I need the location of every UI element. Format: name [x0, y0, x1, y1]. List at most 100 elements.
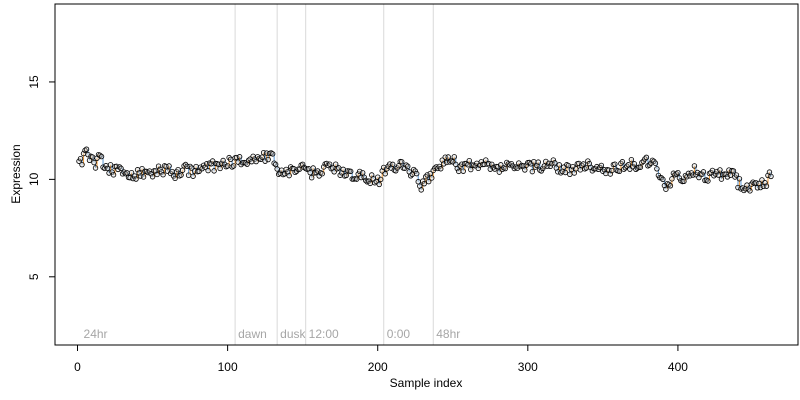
event-label: dawn [238, 327, 267, 341]
data-point [663, 186, 669, 192]
data-point [92, 165, 99, 171]
data-point [628, 156, 635, 163]
data-point [667, 183, 674, 189]
x-axis-title: Sample index [390, 376, 463, 390]
data-point [637, 164, 644, 170]
data-point [169, 168, 175, 175]
data-point [289, 165, 295, 172]
event-label: 48hr [436, 327, 460, 341]
data-point [348, 168, 354, 175]
data-point [308, 175, 315, 181]
data-point [106, 170, 112, 176]
data-point [609, 167, 615, 174]
data-point [367, 180, 373, 187]
data-point [310, 165, 316, 171]
data-point [205, 167, 211, 174]
data-point [295, 166, 301, 172]
data-point [598, 162, 605, 169]
x-tick-label: 100 [218, 360, 238, 374]
data-point [124, 170, 130, 176]
data-point [418, 187, 424, 193]
data-point [577, 167, 584, 173]
data-point [421, 180, 427, 187]
data-point [172, 175, 178, 182]
data-point [429, 175, 435, 181]
data-point [376, 181, 382, 188]
data-point [718, 176, 725, 182]
event-label: 24hr [84, 327, 108, 341]
data-point [118, 165, 124, 172]
data-point [98, 153, 105, 160]
data-point [354, 176, 360, 182]
data-point [137, 173, 144, 179]
data-point [319, 170, 325, 177]
data-point [522, 167, 528, 173]
data-point [274, 166, 280, 172]
data-point [562, 169, 569, 176]
data-point [675, 169, 681, 176]
data-point [654, 166, 660, 172]
y-axis-title: Expression [9, 144, 23, 203]
data-point [405, 163, 411, 170]
data-point [451, 154, 457, 160]
data-point [727, 172, 734, 178]
data-point [190, 173, 196, 179]
axes: 0 100 200 300 400 5 10 15 [27, 75, 688, 374]
data-point [262, 158, 268, 164]
event-label: dusk [280, 327, 306, 341]
data-point [179, 167, 186, 173]
data-point [230, 163, 237, 169]
data-point [573, 166, 579, 172]
data-point [426, 178, 432, 185]
data-point [91, 159, 97, 166]
data-point [438, 166, 444, 172]
data-point [131, 173, 138, 179]
data-point [583, 165, 590, 171]
data-point [550, 157, 557, 163]
data-point [757, 184, 764, 191]
data-point [224, 163, 231, 169]
data-point [733, 172, 740, 178]
data-point [110, 172, 117, 178]
data-point [335, 165, 342, 171]
data-point [109, 169, 115, 175]
data-point [332, 161, 339, 167]
data-point [514, 165, 521, 171]
data-point [652, 160, 659, 166]
data-point [185, 172, 192, 178]
data-point [211, 168, 217, 174]
y-tick-label: 5 [27, 273, 41, 280]
data-point [166, 163, 172, 169]
data-point [393, 168, 399, 174]
data-point [768, 173, 774, 180]
data-point [77, 155, 84, 162]
data-point [128, 169, 135, 176]
data-point [360, 170, 366, 176]
y-tick-label: 15 [27, 75, 41, 89]
data-point [730, 168, 737, 174]
data-point [149, 174, 156, 180]
data-point [175, 167, 181, 173]
data-point [127, 174, 133, 181]
data-point [236, 154, 243, 160]
data-point [636, 164, 642, 170]
data-point [736, 176, 743, 182]
data-point [343, 172, 349, 179]
data-point [616, 168, 623, 175]
data-point [468, 166, 474, 173]
data-point [107, 162, 114, 168]
data-point [763, 183, 770, 189]
data-point [460, 168, 466, 174]
data-point [227, 156, 234, 163]
data-point [715, 172, 722, 178]
data-point [643, 154, 650, 161]
data-point [286, 172, 292, 179]
event-label: 0:00 [387, 327, 411, 341]
data-point [424, 172, 430, 178]
data-point [136, 170, 142, 176]
data-point [382, 171, 388, 177]
data-point [619, 159, 626, 165]
data-point [272, 161, 279, 168]
data-point [669, 176, 675, 182]
data-point [612, 161, 618, 167]
